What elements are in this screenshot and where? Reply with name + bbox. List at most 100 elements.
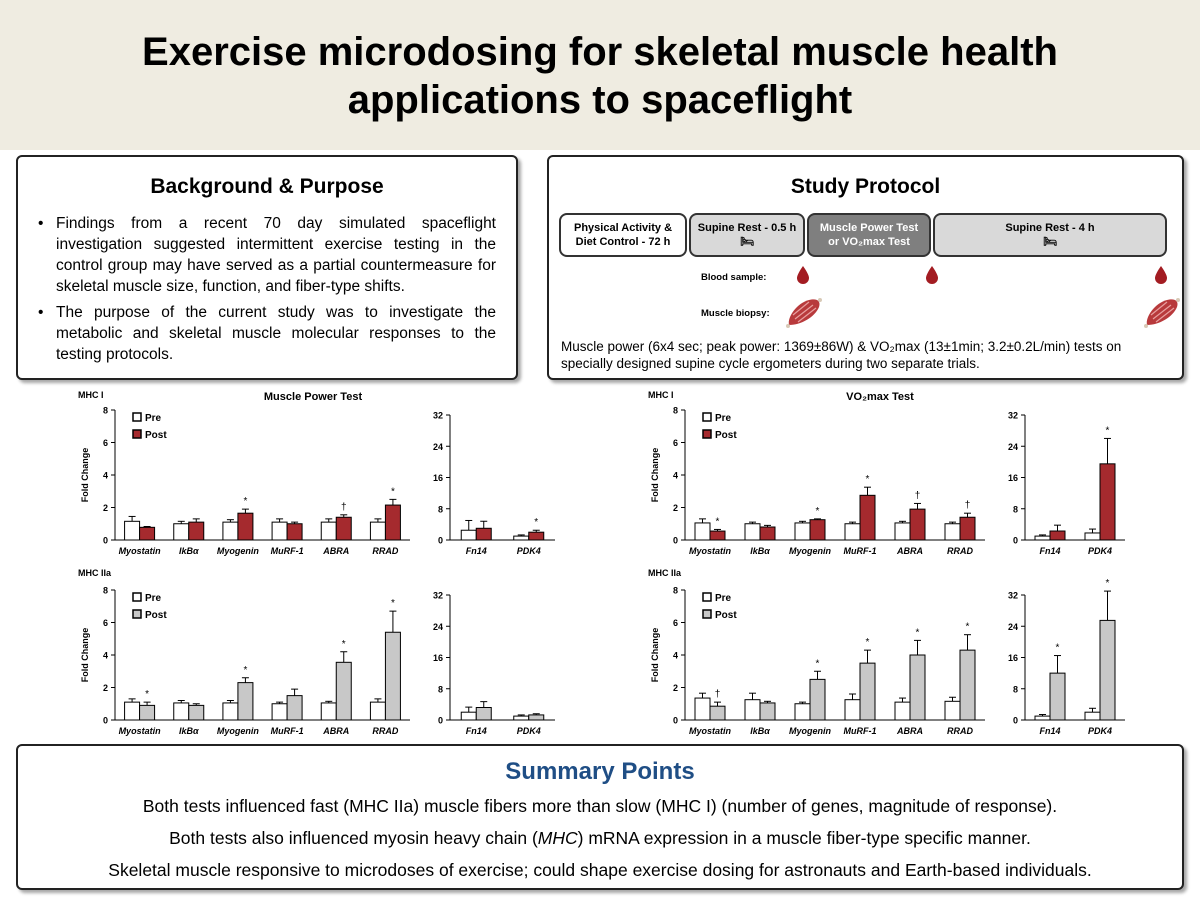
bar <box>286 523 303 541</box>
x-tick-label: MuRF-1 <box>844 726 877 736</box>
bar <box>124 701 141 721</box>
bar <box>759 526 776 541</box>
bar <box>124 520 141 541</box>
x-tick-label: PDK4 <box>517 546 541 556</box>
bar-chart: MHC IIa 0 2 4 6 8 Fold Change † Myostatin IkBα * My… <box>648 568 985 736</box>
x-tick-label: ABRA <box>322 546 349 556</box>
x-tick-label: Myogenin <box>789 546 832 556</box>
bar <box>384 504 401 541</box>
bar <box>944 700 961 721</box>
x-tick-label: Myogenin <box>217 726 260 736</box>
background-bullets: Findings from a recent 70 day simulated … <box>38 213 496 370</box>
bar <box>384 631 401 721</box>
background-panel: Background & Purpose Findings from a rec… <box>16 155 518 380</box>
bar <box>759 702 776 721</box>
bar <box>859 494 876 541</box>
bar <box>173 523 190 541</box>
background-heading: Background & Purpose <box>150 175 384 198</box>
protocol-stage-test: Muscle Power Test or VO₂max Test <box>807 213 931 257</box>
y-tick-label: 0 <box>438 716 443 726</box>
x-tick-label: RRAD <box>947 546 973 556</box>
significance-marker: * <box>716 516 720 527</box>
y-tick-label: 6 <box>673 438 678 448</box>
y-axis-label: Fold Change <box>80 448 90 503</box>
y-axis-label: Fold Change <box>650 628 660 683</box>
bar <box>271 703 288 721</box>
y-tick-label: 4 <box>673 471 678 481</box>
legend-label: Post <box>715 610 737 621</box>
background-bullet: The purpose of the current study was to … <box>38 302 496 365</box>
significance-marker: * <box>534 517 538 528</box>
significance-marker: * <box>391 486 395 497</box>
y-tick-label: 0 <box>438 536 443 546</box>
x-tick-label: IkBα <box>179 726 199 736</box>
legend-label: Pre <box>145 413 162 424</box>
significance-marker: * <box>1106 425 1110 436</box>
y-tick-label: 8 <box>1013 684 1018 694</box>
significance-marker: † <box>915 490 921 501</box>
x-tick-label: ABRA <box>896 546 923 556</box>
bar <box>320 521 337 541</box>
bar <box>528 714 545 721</box>
y-tick-label: 2 <box>673 503 678 513</box>
bar <box>859 662 876 721</box>
bar <box>513 535 530 541</box>
x-tick-label: MuRF-1 <box>844 546 877 556</box>
legend-swatch <box>702 609 712 619</box>
y-tick-label: 6 <box>673 618 678 628</box>
y-tick-label: 0 <box>1013 716 1018 726</box>
significance-marker: * <box>866 474 870 485</box>
y-tick-label: 8 <box>438 504 443 514</box>
y-tick-label: 8 <box>438 684 443 694</box>
x-tick-label: Fn14 <box>1039 546 1060 556</box>
bar <box>694 697 711 721</box>
y-tick-label: 16 <box>1008 653 1018 663</box>
bar <box>188 521 205 541</box>
y-tick-label: 2 <box>103 503 108 513</box>
protocol-panel: Study Protocol Physical Activity & Diet C… <box>547 155 1184 380</box>
bar <box>1049 530 1066 541</box>
y-tick-label: 4 <box>103 651 108 661</box>
x-tick-label: PDK4 <box>1088 546 1112 556</box>
chart-title: VO₂max Test <box>846 391 914 403</box>
y-tick-label: 0 <box>103 716 108 726</box>
bar <box>1034 715 1051 721</box>
protocol-stage-rest-short: Supine Rest - 0.5 h 🛏 <box>689 213 805 257</box>
y-tick-label: 32 <box>433 411 443 421</box>
legend-swatch <box>132 412 142 422</box>
bar <box>694 522 711 541</box>
y-tick-label: 24 <box>433 442 443 452</box>
y-tick-label: 2 <box>673 683 678 693</box>
stage-label-line1: Supine Rest - 4 h <box>1005 222 1095 234</box>
bar <box>959 649 976 721</box>
significance-marker: * <box>1056 643 1060 654</box>
x-tick-label: IkBα <box>179 546 199 556</box>
bar <box>369 701 386 721</box>
significance-marker: * <box>243 496 247 507</box>
legend-label: Pre <box>715 593 732 604</box>
y-tick-label: 16 <box>433 473 443 483</box>
bar <box>475 527 492 541</box>
y-tick-label: 16 <box>433 653 443 663</box>
blood-drop-icon <box>797 266 809 284</box>
bar <box>173 702 190 721</box>
bar <box>222 521 239 541</box>
x-tick-label: RRAD <box>372 726 398 736</box>
x-tick-label: MuRF-1 <box>271 546 304 556</box>
summary-point: Both tests influenced fast (MHC IIa) mus… <box>142 796 1058 816</box>
bar <box>1084 711 1101 721</box>
panel-label: MHC I <box>648 390 674 400</box>
x-tick-label: Fn14 <box>466 726 487 736</box>
bar <box>844 523 861 541</box>
x-tick-label: Myogenin <box>217 546 260 556</box>
bed-icon: 🛏 <box>1043 236 1057 248</box>
bar <box>794 703 811 721</box>
background-bullet: Findings from a recent 70 day simulated … <box>38 213 496 297</box>
bar <box>744 523 761 541</box>
bar <box>237 682 254 721</box>
x-tick-label: IkBα <box>750 546 770 556</box>
stage-label-line1: Physical Activity & <box>573 222 673 234</box>
bar <box>709 530 726 541</box>
x-tick-label: Fn14 <box>466 546 487 556</box>
y-tick-label: 6 <box>103 618 108 628</box>
